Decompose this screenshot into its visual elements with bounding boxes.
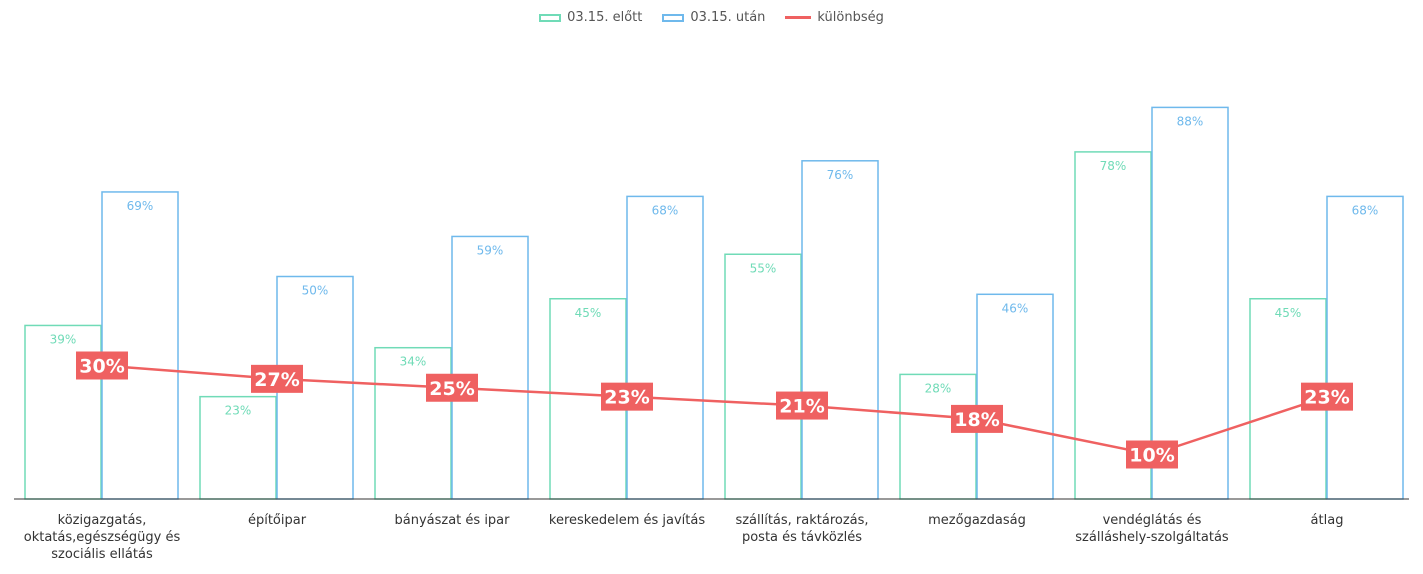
data-label-before: 23% bbox=[225, 404, 252, 418]
data-label-after: 69% bbox=[127, 199, 154, 213]
bar-after bbox=[976, 293, 1054, 500]
x-tick-label: átlag bbox=[1310, 513, 1344, 528]
bar-after bbox=[101, 191, 179, 500]
diff-point-marker bbox=[426, 373, 478, 402]
legend-swatch-before bbox=[539, 13, 562, 22]
diff-point-marker bbox=[1126, 440, 1178, 469]
bar-before bbox=[724, 253, 802, 500]
bar-after bbox=[1326, 195, 1404, 500]
legend-swatch-diff bbox=[785, 16, 812, 19]
diff-point-marker bbox=[951, 404, 1003, 433]
bar-after bbox=[801, 160, 879, 500]
data-label-diff: 10% bbox=[1129, 445, 1174, 467]
diff-point-marker bbox=[1301, 382, 1353, 411]
x-tick-label: közigazgatás, oktatás,egészségügy és szo… bbox=[23, 513, 181, 562]
x-tick-label: szállítás, raktározás, posta és távközlé… bbox=[735, 513, 869, 545]
data-label-after: 50% bbox=[302, 284, 329, 298]
data-label-diff: 21% bbox=[779, 396, 824, 418]
data-label-before: 34% bbox=[400, 355, 427, 369]
data-label-diff: 23% bbox=[1304, 387, 1349, 409]
legend-swatch-after bbox=[662, 13, 685, 22]
data-label-diff: 18% bbox=[954, 409, 999, 431]
diff-point-marker bbox=[76, 351, 128, 380]
bar-after bbox=[1151, 106, 1229, 500]
diff-point-marker bbox=[251, 364, 303, 393]
x-tick-label: vendéglátás és szálláshely-szolgáltatás bbox=[1075, 513, 1229, 545]
x-tick-label: építőipar bbox=[247, 513, 307, 528]
x-tick-label: bányászat és ipar bbox=[394, 513, 510, 528]
x-tick-label: mezőgazdaság bbox=[928, 513, 1026, 528]
diff-point-marker bbox=[776, 391, 828, 420]
bar-after bbox=[626, 195, 704, 500]
legend-label-before: 03.15. előtt bbox=[567, 10, 643, 25]
data-label-after: 46% bbox=[1002, 301, 1029, 315]
data-label-before: 45% bbox=[575, 306, 602, 320]
data-label-diff: 30% bbox=[79, 356, 124, 378]
bar-before bbox=[374, 346, 452, 500]
legend-label-diff: különbség bbox=[817, 10, 884, 25]
legend-item-diff[interactable]: különbség bbox=[785, 10, 884, 25]
data-label-diff: 23% bbox=[604, 387, 649, 409]
data-label-before: 78% bbox=[1100, 159, 1127, 173]
data-label-after: 68% bbox=[652, 203, 679, 217]
data-label-after: 68% bbox=[1352, 203, 1379, 217]
legend-item-after[interactable]: 03.15. után bbox=[662, 10, 765, 25]
data-label-diff: 25% bbox=[429, 378, 474, 400]
legend-item-before[interactable]: 03.15. előtt bbox=[539, 10, 642, 25]
data-label-before: 45% bbox=[1275, 306, 1302, 320]
data-label-before: 28% bbox=[925, 381, 952, 395]
bar-after bbox=[451, 235, 529, 500]
diff-series-line bbox=[101, 364, 1328, 456]
legend: 03.15. előtt 03.15. után különbség bbox=[0, 10, 1423, 25]
x-tick-label: kereskedelem és javítás bbox=[548, 513, 706, 528]
diff-point-marker bbox=[601, 382, 653, 411]
data-label-diff: 27% bbox=[254, 369, 299, 391]
legend-label-after: 03.15. után bbox=[690, 10, 766, 25]
data-label-after: 76% bbox=[827, 168, 854, 182]
data-label-after: 88% bbox=[1177, 114, 1204, 128]
bar-before bbox=[24, 324, 102, 500]
data-label-before: 55% bbox=[750, 261, 777, 275]
data-label-before: 39% bbox=[50, 332, 77, 346]
data-label-after: 59% bbox=[477, 243, 504, 257]
